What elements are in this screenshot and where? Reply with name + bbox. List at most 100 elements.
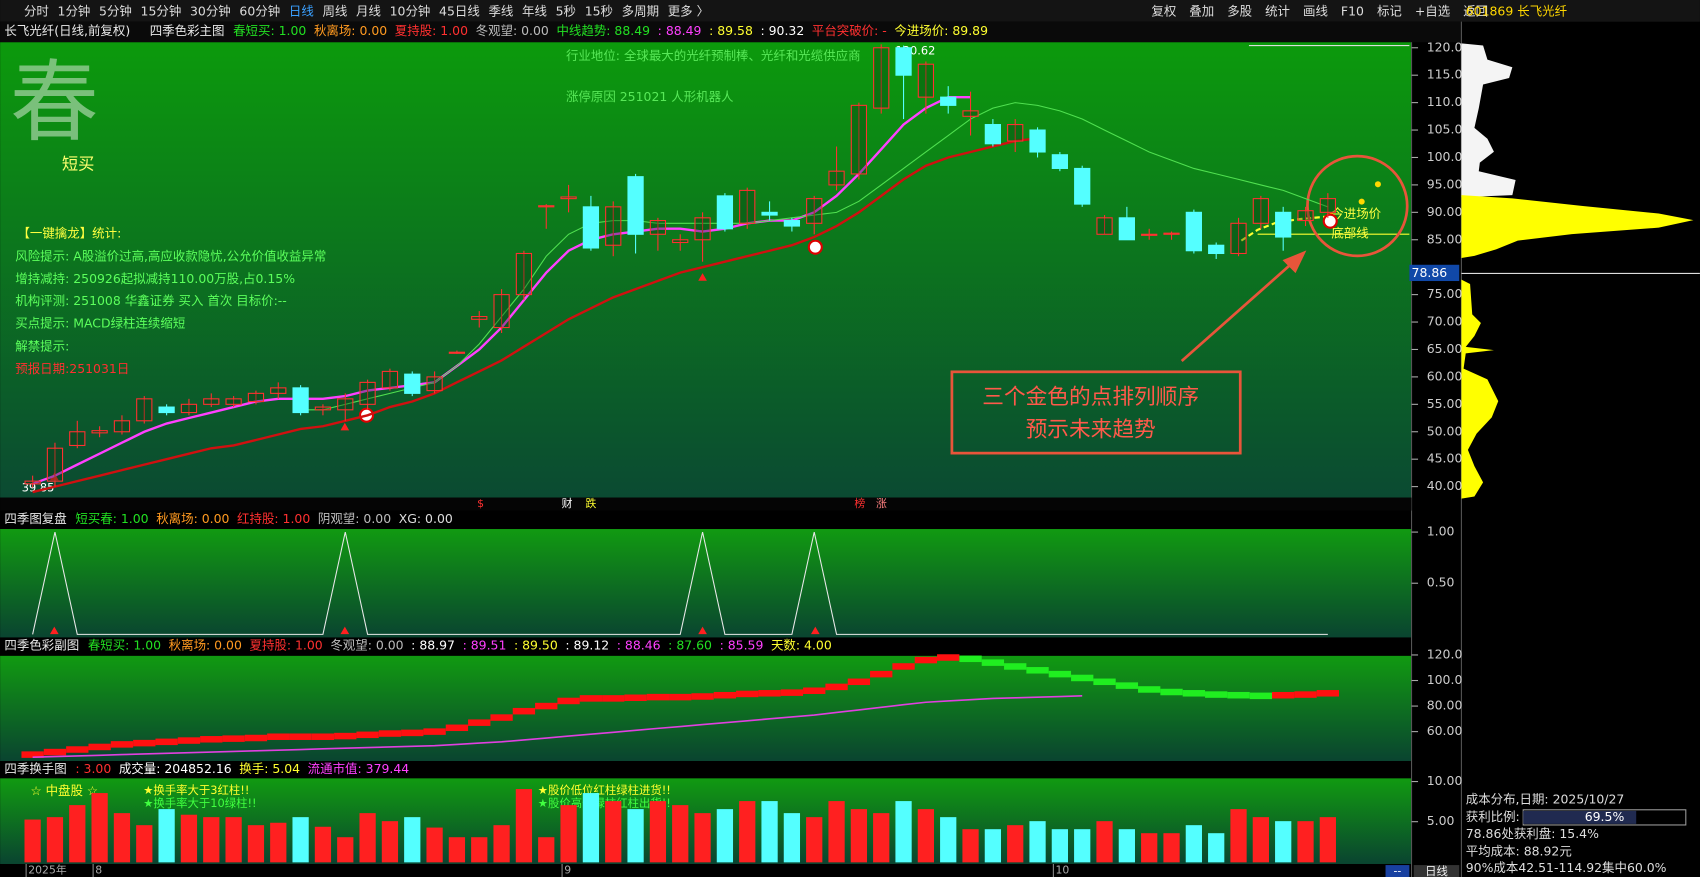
y-tick-label: 90.00 [1427, 204, 1463, 219]
turnover-note: ★换手率大于10绿柱!! [143, 796, 256, 810]
toolbar-item[interactable]: 周线 [322, 3, 347, 18]
toolbar-item[interactable]: 45日线 [439, 3, 480, 18]
stats-line: 机构评测: 251008 华鑫证券 买入 首次 目标价:-- [15, 293, 287, 308]
chip-profile-lower [1461, 279, 1499, 499]
indicator-value: 平台突破价: - [812, 23, 887, 38]
ladder-bar [1071, 674, 1094, 682]
turnover-bar [1252, 817, 1269, 863]
candle-body [247, 392, 265, 403]
highlight-circle [1306, 154, 1409, 258]
toolbar-item[interactable]: 统计 [1265, 3, 1290, 18]
toolbar-item[interactable]: 5秒 [556, 3, 576, 18]
candle-body [917, 63, 935, 98]
toolbar-item[interactable]: 季线 [488, 3, 513, 18]
toolbar-item[interactable]: 叠加 [1189, 3, 1214, 18]
turnover-bar [1141, 833, 1158, 863]
turnover-bar [292, 817, 309, 863]
ladder-bar [669, 693, 692, 701]
toolbar-item[interactable]: 月线 [356, 3, 381, 18]
toolbar-item[interactable]: 5分钟 [99, 3, 132, 18]
y-tick-label: 1.00 [1427, 524, 1455, 539]
candle-body [828, 170, 845, 186]
indicator-value: 中线趋势: 88.49 [556, 23, 650, 38]
turnover-bar [359, 813, 376, 863]
cost-title: 成本分布,日期: 2025/10/27 [1466, 792, 1625, 807]
turnover-bar [560, 805, 577, 863]
candle-body [895, 47, 912, 76]
turnover-bar [1163, 833, 1180, 863]
y-tick-label: 105.0 [1427, 122, 1463, 137]
candle-body [783, 220, 801, 227]
y-tick-label: 60.00 [1427, 723, 1463, 738]
color-line [32, 695, 1083, 759]
toolbar-bg [0, 0, 1700, 22]
panel-title: 四季换手图 [4, 761, 66, 776]
note: 行业地位: 全球最大的光纤预制棒、光纤和光缆供应商 [566, 48, 861, 63]
ladder-bar [825, 683, 848, 691]
turnover-bar [694, 813, 711, 863]
ladder-bar [110, 741, 134, 748]
turnover-bar [1297, 821, 1314, 863]
x-tick-label: 10 [1056, 863, 1070, 876]
period-button[interactable] [1413, 865, 1460, 877]
candle-body [1051, 154, 1069, 169]
turnover-bar [1319, 817, 1336, 863]
indicator-value: 红持股: 1.00 [237, 511, 310, 526]
chip-profile-yellow [1461, 195, 1694, 259]
ladder-bar [937, 654, 960, 661]
toolbar-item[interactable]: 15秒 [585, 3, 613, 18]
ladder-bar [758, 690, 781, 697]
candle-body [1297, 210, 1314, 222]
toolbar-item[interactable]: 返回 [1463, 3, 1488, 18]
toolbar-item[interactable]: 多周期 [622, 3, 659, 18]
ladder-bar [512, 707, 536, 715]
turnover-bar [337, 837, 354, 863]
ladder-bar [378, 730, 402, 737]
marker: 涨 [876, 497, 887, 510]
more-button[interactable] [1385, 865, 1410, 877]
toolbar-item[interactable]: 更多 〉 [668, 3, 709, 18]
ladder-bar [133, 739, 156, 747]
turnover-bar [806, 817, 823, 863]
turnover-bar [1074, 829, 1091, 863]
toolbar-item[interactable]: +自选 [1415, 3, 1451, 18]
ladder-bar [691, 693, 714, 700]
header-bg [0, 21, 1462, 43]
more-label[interactable]: -- [1394, 865, 1402, 877]
toolbar-item[interactable]: 60分钟 [239, 3, 280, 18]
turnover-bar [940, 817, 957, 863]
toolbar-item[interactable]: 年线 [522, 3, 547, 18]
main-chart-bg [0, 42, 1412, 498]
toolbar-item[interactable]: 10分钟 [390, 3, 431, 18]
ladder-bar [88, 743, 111, 751]
ladder-bar [155, 738, 178, 746]
toolbar-item[interactable]: 15分钟 [141, 3, 182, 18]
current-price-label: 78.86 [1412, 265, 1448, 280]
toolbar-item[interactable]: 画线 [1303, 3, 1328, 18]
ladder-bar [445, 724, 469, 732]
toolbar-item[interactable]: F10 [1341, 3, 1364, 18]
toolbar-item[interactable]: 分时 [24, 3, 49, 18]
toolbar-item[interactable]: 1分钟 [58, 3, 91, 18]
toolbar-item[interactable]: 日线 [289, 3, 314, 18]
turnover-bar [828, 801, 845, 863]
indicator-value: 换手: 5.04 [239, 761, 300, 776]
candle-body [1319, 198, 1336, 213]
cost-line: 平均成本: 88.92元 [1466, 844, 1572, 859]
logo-sub: 短买 [62, 154, 95, 173]
toolbar-item[interactable]: 30分钟 [190, 3, 231, 18]
ladder-bar [490, 714, 513, 721]
buy-icon [807, 239, 823, 255]
indicator-value: : 90.32 [760, 23, 804, 38]
period-label[interactable]: 日线 [1425, 864, 1448, 877]
indicator-value: 成交量: 204852.16 [119, 761, 232, 776]
candle-body [136, 398, 153, 422]
turnover-bar [426, 827, 443, 863]
toolbar-item[interactable]: 标记 [1377, 3, 1402, 18]
ladder-bar [1160, 688, 1183, 696]
x-tick-label: 2025年 [28, 862, 67, 876]
toolbar-item[interactable]: 多股 [1227, 3, 1252, 18]
indicator-value: 春短买: 1.00 [233, 23, 306, 38]
toolbar-item[interactable]: 复权 [1151, 3, 1176, 18]
